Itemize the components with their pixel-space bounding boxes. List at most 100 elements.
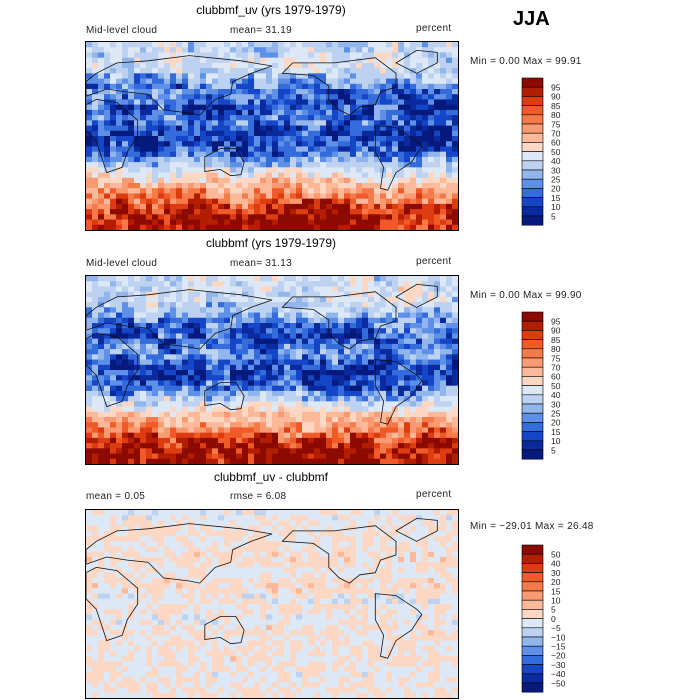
map-cell — [164, 422, 171, 428]
map-cell — [248, 312, 255, 319]
map-cell — [170, 62, 177, 69]
coastline-path — [395, 283, 438, 308]
map-cell — [116, 57, 123, 64]
map-cell — [350, 141, 357, 147]
map-cell — [260, 130, 267, 137]
map-cell — [440, 291, 447, 298]
map-cell — [314, 141, 321, 147]
map-cell — [116, 136, 123, 142]
map-cell — [104, 390, 111, 397]
map-cell — [398, 323, 405, 329]
map-cell — [242, 146, 249, 153]
map-cell — [302, 177, 309, 184]
map-cell — [362, 188, 369, 194]
map-cell — [134, 520, 141, 527]
map-cell — [356, 390, 363, 397]
map-cell — [224, 73, 231, 79]
map-cell — [110, 281, 117, 287]
map-cell — [332, 177, 339, 184]
map-cell — [386, 214, 393, 220]
map-cell — [254, 291, 261, 298]
map-cell — [254, 515, 261, 521]
map-cell — [182, 296, 189, 303]
map-cell — [164, 443, 171, 449]
map-cell — [344, 385, 351, 392]
map-cell — [122, 146, 129, 153]
map-cell — [440, 411, 447, 418]
map-cell — [170, 453, 177, 460]
map-cell — [128, 302, 135, 308]
map-cell — [326, 120, 333, 126]
map-cell — [194, 156, 201, 163]
map-cell — [146, 349, 153, 355]
map-cell — [236, 120, 243, 126]
map-cell — [338, 130, 345, 137]
map-cell — [110, 214, 117, 220]
map-cell — [428, 338, 435, 345]
colorbar-tick-label: 75 — [551, 353, 561, 363]
map-cell — [440, 94, 447, 100]
map-cell — [248, 172, 255, 179]
map-cell — [164, 89, 171, 95]
map-cell — [110, 47, 117, 53]
map-cell — [212, 510, 219, 516]
map-cell — [140, 291, 147, 298]
map-cell — [356, 146, 363, 153]
map-cell — [104, 136, 111, 142]
map-cell — [104, 146, 111, 153]
map-cell — [392, 385, 399, 392]
map-cell — [170, 183, 177, 189]
map-cell — [92, 375, 99, 381]
map-cell — [236, 448, 243, 454]
map-cell — [284, 42, 291, 48]
map-cell — [404, 94, 411, 100]
map-cell — [134, 458, 141, 464]
map-cell — [410, 291, 417, 298]
map-cell — [452, 281, 458, 287]
map-cell — [134, 396, 141, 402]
map-cell — [326, 125, 333, 132]
map-cell — [86, 323, 93, 329]
map-cell — [116, 364, 123, 371]
map-cell — [374, 42, 381, 48]
map-cell — [116, 42, 123, 48]
map-cell — [428, 276, 435, 282]
map-cell — [314, 219, 321, 226]
map-cell — [422, 136, 429, 142]
map-cell — [422, 312, 429, 319]
map-cell — [116, 94, 123, 100]
map-cell — [170, 120, 177, 126]
map-cell — [128, 328, 135, 334]
map-cell — [128, 109, 135, 116]
map-cell — [212, 338, 219, 345]
map-cell — [272, 68, 279, 74]
coastline-path — [86, 98, 139, 174]
map-cell — [272, 453, 279, 460]
map-cell — [104, 417, 111, 423]
map-cell — [422, 396, 429, 402]
map-cell — [398, 328, 405, 334]
map-cell — [218, 349, 225, 355]
map-cell — [230, 437, 237, 444]
map-cell — [182, 104, 189, 111]
map-cell — [176, 385, 183, 392]
map-cell — [440, 209, 447, 215]
map-cell — [422, 343, 429, 350]
map-cell — [104, 536, 111, 542]
map-cell — [314, 417, 321, 423]
map-cell — [236, 162, 243, 168]
map-cell — [266, 57, 273, 64]
map-cell — [104, 203, 111, 210]
map-cell — [188, 343, 195, 350]
map-cell — [134, 42, 141, 48]
map-cell — [272, 530, 279, 537]
map-cell — [326, 432, 333, 439]
map-cell — [164, 109, 171, 116]
map-cell — [440, 281, 447, 287]
map-cell — [182, 453, 189, 460]
map-cell — [332, 198, 339, 205]
map-cell — [86, 156, 93, 163]
map-cell — [248, 89, 255, 95]
map-cell — [410, 375, 417, 381]
map-cell — [278, 536, 285, 542]
